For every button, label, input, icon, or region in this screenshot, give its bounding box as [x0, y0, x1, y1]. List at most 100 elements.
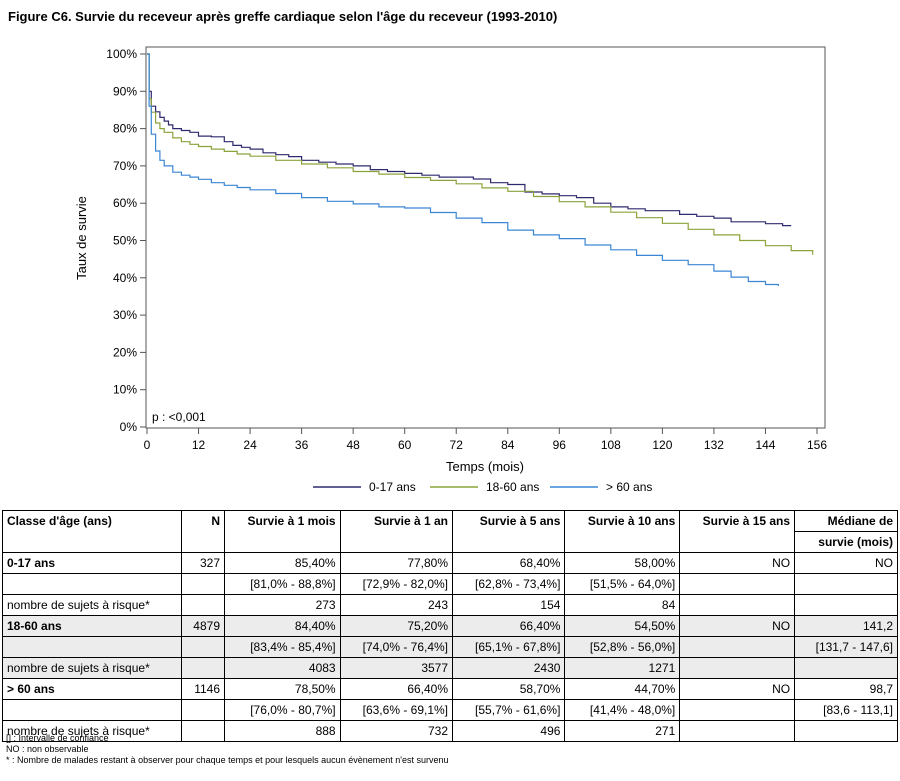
confidence-interval [794, 573, 898, 595]
subjects-at-risk: 1271 [564, 657, 681, 679]
group-label: 18-60 ans [2, 615, 182, 637]
confidence-interval: [83,4% - 85,4%] [224, 636, 341, 658]
survival-value: 85,40% [224, 552, 341, 574]
subjects-at-risk: 496 [452, 720, 566, 742]
footnote-no: NO : non observable [6, 744, 89, 754]
header-survie-10-ans: Survie à 10 ans [564, 510, 681, 553]
confidence-interval: [81,0% - 88,8%] [224, 573, 341, 595]
table-row-ci: [83,4% - 85,4%] [74,0% - 76,4%] [65,1% - 6… [2, 636, 898, 658]
confidence-interval: [72,9% - 82,0%] [339, 573, 454, 595]
survival-value: 58,70% [452, 678, 566, 700]
survival-value: 66,40% [452, 615, 566, 637]
legend-label-2: > 60 ans [606, 480, 652, 494]
figure-title: Figure C6. Survie du receveur après gref… [8, 9, 558, 24]
survival-value: NO [679, 552, 796, 574]
subjects-at-risk: 888 [224, 720, 341, 742]
header-n: N [181, 510, 225, 553]
table-row-risk: nombre de sujets à risque* 4083 3577 2430 12… [2, 657, 898, 679]
x-tick-label: 108 [601, 438, 621, 452]
empty-cell [2, 699, 182, 721]
x-tick-label: 84 [501, 438, 515, 452]
y-tick-label: 60% [113, 196, 137, 210]
empty-cell [2, 636, 182, 658]
empty-cell [181, 657, 225, 679]
table-row-ci: [81,0% - 88,8%] [72,9% - 82,0%] [62,8% - 7… [2, 573, 898, 595]
confidence-interval: [76,0% - 80,7%] [224, 699, 341, 721]
x-tick-label: 72 [450, 438, 464, 452]
x-tick-label: 24 [243, 438, 257, 452]
table-row-risk: nombre de sujets à risque* 888 732 496 271 [2, 720, 898, 742]
survival-value: 54,50% [564, 615, 681, 637]
confidence-interval: [62,8% - 73,4%] [452, 573, 566, 595]
survival-chart: 0 12 24 36 48 60 72 84 96 108 120 132 144 156 0% 10% 20%… [74, 46, 827, 494]
subjects-at-risk: 2430 [452, 657, 566, 679]
table-row-risk: nombre de sujets à risque* 273 243 154 84 [2, 594, 898, 616]
x-tick-label: 120 [652, 438, 672, 452]
table-header-row: Classe d'âge (ans) N Survie à 1 mois Sur… [2, 510, 898, 553]
series-line-2 [147, 53, 779, 286]
header-survie-5-ans: Survie à 5 ans [452, 510, 566, 553]
survival-value: NO [794, 552, 898, 574]
x-tick-label: 48 [346, 438, 360, 452]
footnote-risk: * : Nombre de malades restant à observer… [6, 755, 449, 765]
series-line-0 [147, 53, 792, 227]
group-label: 0-17 ans [2, 552, 182, 574]
survival-value: NO [679, 678, 796, 700]
subjects-at-risk: 84 [564, 594, 681, 616]
table-row: > 60 ans 1146 78,50% 66,40% 58,70% 44,70% NO 98… [2, 678, 898, 700]
subjects-at-risk: 732 [339, 720, 454, 742]
subjects-at-risk: 243 [339, 594, 454, 616]
survival-value: 77,80% [339, 552, 454, 574]
risk-label: nombre de sujets à risque* [2, 594, 182, 616]
survival-value: 84,40% [224, 615, 341, 637]
survival-value: 75,20% [339, 615, 454, 637]
confidence-interval: [83,6 - 113,1] [794, 699, 898, 721]
y-tick-label: 80% [113, 122, 137, 136]
empty-cell [794, 657, 898, 679]
header-classe: Classe d'âge (ans) [2, 510, 182, 553]
subjects-at-risk: 273 [224, 594, 341, 616]
x-tick-label: 132 [704, 438, 724, 452]
series-group [147, 53, 814, 286]
header-survie-1-mois: Survie à 1 mois [224, 510, 341, 553]
empty-cell [2, 573, 182, 595]
legend-label-0: 0-17 ans [369, 480, 416, 494]
confidence-interval: [65,1% - 67,8%] [452, 636, 566, 658]
empty-cell [181, 594, 225, 616]
x-tick-label: 12 [192, 438, 206, 452]
y-tick-label: 0% [120, 420, 138, 434]
confidence-interval: [52,8% - 56,0%] [564, 636, 681, 658]
survival-value: 44,70% [564, 678, 681, 700]
subjects-at-risk: 4083 [224, 657, 341, 679]
y-axis-label: Taux de survie [74, 196, 89, 280]
survival-value: 58,00% [564, 552, 681, 574]
empty-cell [181, 699, 225, 721]
confidence-interval: [41,4% - 48,0%] [564, 699, 681, 721]
risk-label: nombre de sujets à risque* [2, 657, 182, 679]
survival-value: 141,2 [794, 615, 898, 637]
empty-cell [181, 636, 225, 658]
y-tick-label: 70% [113, 159, 137, 173]
empty-cell [181, 720, 225, 742]
empty-cell [679, 657, 796, 679]
x-tick-label: 96 [553, 438, 567, 452]
x-tick-label: 144 [755, 438, 775, 452]
survival-value: 66,40% [339, 678, 454, 700]
empty-cell [679, 594, 796, 616]
p-value-annotation: p : <0,001 [152, 410, 206, 424]
confidence-interval [679, 699, 796, 721]
y-tick-label: 20% [113, 345, 137, 359]
confidence-interval: [51,5% - 64,0%] [564, 573, 681, 595]
confidence-interval: [131,7 - 147,6] [794, 636, 898, 658]
confidence-interval [679, 573, 796, 595]
empty-cell [679, 720, 796, 742]
empty-cell [181, 573, 225, 595]
series-line-1 [147, 53, 814, 255]
header-mediane-2: survie (mois) [794, 531, 898, 553]
empty-cell [794, 720, 898, 742]
survival-table: Classe d'âge (ans) N Survie à 1 mois Sur… [2, 510, 898, 742]
table-row: 18-60 ans 4879 84,40% 75,20% 66,40% 54,50% NO 1… [2, 615, 898, 637]
x-tick-label: 36 [295, 438, 309, 452]
x-tick-label: 0 [144, 438, 151, 452]
axis-ticks: 0 12 24 36 48 60 72 84 96 108 120 132 144 156 0% 10% 20%… [106, 47, 827, 452]
